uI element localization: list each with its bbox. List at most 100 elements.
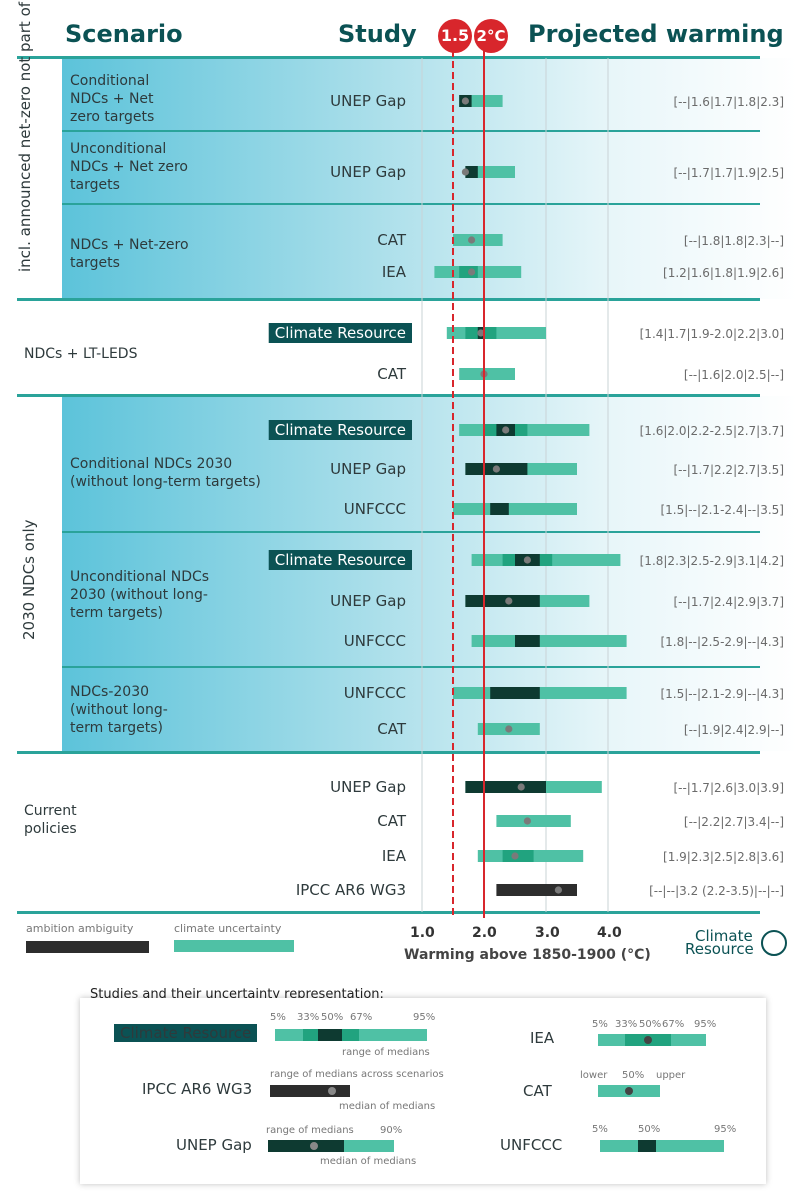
value-label: [--|--|3.2 (2.2-3.5)|--|--] [649, 884, 784, 898]
key-label: 5% [592, 1019, 608, 1030]
separator [17, 911, 760, 914]
scenario-label: NDCs + Net-zero targets [70, 237, 189, 271]
study-label: CAT [377, 720, 407, 738]
uncertainty-bar [496, 815, 571, 827]
median-dot [505, 725, 513, 733]
x-tick-label: 2.0 [472, 925, 497, 941]
study-label-box [268, 550, 412, 570]
uncertainty-bar [453, 503, 577, 515]
study-label-box [268, 420, 412, 440]
key-cr-name: Climate Resource [114, 1024, 258, 1042]
x-axis-label: Warming above 1850-1900 (°C) [404, 947, 651, 963]
scenario-label: Unconditional NDCs + Net zero targets [70, 141, 188, 193]
key-label: 5% [592, 1124, 608, 1135]
x-tick-label: 4.0 [597, 925, 622, 941]
value-label: [--|1.7|1.7|1.9|2.5] [673, 166, 784, 180]
key-unfccc-name: UNFCCC [500, 1136, 563, 1154]
key-label: 67% [662, 1019, 685, 1030]
key-unep-name: UNEP Gap [176, 1136, 252, 1154]
legend-ambiguity-label: ambition ambiguity [26, 922, 134, 935]
median-dot [554, 886, 563, 894]
median-dot [461, 168, 469, 176]
study-label: CAT [377, 231, 407, 249]
key-unep-top: range of medians [266, 1125, 354, 1136]
key-unep-bar-unc [344, 1140, 394, 1152]
badge-1-5: 1.5 [438, 19, 472, 53]
scenario-label: Unconditional NDCs 2030 (without long-te… [70, 569, 210, 621]
study-label: UNEP Gap [330, 92, 406, 110]
warming-chart: UNEP Gap [--|1.6|1.7|1.8|2.3] UNEP Gap [--|… [268, 50, 784, 918]
value-label: [1.2|1.6|1.8|1.9|2.6] [663, 266, 784, 280]
key-cat-p50: 50% [622, 1070, 645, 1081]
logo-circle-icon [761, 930, 787, 956]
value-label: [--|1.7|2.4|2.9|3.7] [673, 595, 784, 609]
median-dot [517, 783, 525, 791]
median-dot [511, 852, 519, 860]
separator [17, 56, 760, 59]
ambiguity-bar [490, 687, 540, 699]
median-dot [461, 97, 469, 105]
study-label: IPCC AR6 WG3 [296, 881, 406, 899]
study-label: Climate Resource [275, 421, 406, 439]
legend-ambiguity-swatch [26, 941, 149, 953]
scenario-label: NDCs-2030 (without long-term targets) [70, 684, 168, 736]
value-label: [--|1.9|2.4|2.9|--] [684, 723, 784, 737]
key-label: 95% [694, 1019, 717, 1030]
separator [17, 751, 760, 754]
logo-line2: Resource [685, 940, 754, 958]
value-label: [--|2.2|2.7|3.4|--] [684, 815, 784, 829]
study-label: UNFCCC [344, 684, 406, 702]
key-unep-p90: 90% [380, 1125, 403, 1136]
value-label: [--|1.7|2.2|2.7|3.5] [673, 463, 784, 477]
key-ipcc-bar [270, 1085, 350, 1097]
median-dot [468, 268, 476, 276]
header-projected-warming: Projected warming [528, 20, 784, 48]
study-label: Climate Resource [275, 551, 406, 569]
value-label: [1.9|2.3|2.5|2.8|3.6] [663, 850, 784, 864]
study-label: IEA [382, 847, 407, 865]
scenario-label: Conditional NDCs + Net zero targets [70, 73, 155, 125]
study-label: CAT [377, 365, 407, 383]
value-label: [1.8|--|2.5-2.9|--|4.3] [660, 635, 784, 649]
key-label: 50% [321, 1012, 344, 1023]
study-label: UNFCCC [344, 500, 406, 518]
study-label: UNEP Gap [330, 460, 406, 478]
key-label: 95% [714, 1124, 737, 1135]
key-ipcc-note: median of medians [339, 1101, 436, 1112]
median-dot [492, 465, 500, 473]
key-unfccc-bar-ambig [638, 1140, 656, 1152]
badge-2c: 2°C [474, 19, 508, 53]
ambiguity-bar [465, 595, 540, 607]
netzero-panel-bg [62, 58, 797, 299]
value-label: [--|1.6|1.7|1.8|2.3] [673, 95, 784, 109]
legend-uncertainty-swatch [174, 940, 294, 952]
x-tick-label: 1.0 [410, 925, 435, 941]
key-unep-median-dot [310, 1142, 318, 1150]
separator [62, 130, 760, 132]
logo-line1: Climate [695, 927, 753, 945]
key-cr-note: range of medians [342, 1047, 430, 1058]
climate-resource-logo: Climate Resource [683, 928, 793, 964]
key-cr-bar-ambig [318, 1029, 342, 1041]
value-label: [1.5|--|2.1-2.9|--|4.3] [660, 687, 784, 701]
value-label: [--|1.7|2.6|3.0|3.9] [673, 781, 784, 795]
separator [62, 531, 760, 533]
x-tick-label: 3.0 [535, 925, 560, 941]
scenario-label: Conditional NDCs 2030 (without long-term… [70, 456, 261, 490]
median-dot [523, 817, 532, 825]
study-label: IEA [382, 263, 407, 281]
study-label: UNEP Gap [330, 778, 406, 796]
key-ipcc-top: range of medians across scenarios [270, 1069, 444, 1080]
ambiguity-bar [465, 781, 546, 793]
ambiguity-bar [496, 884, 577, 896]
key-iea-name: IEA [530, 1029, 555, 1047]
key-unep-bar-ambig [268, 1140, 344, 1152]
value-label: [--|1.6|2.0|2.5|--] [684, 368, 784, 382]
median-dot [523, 556, 532, 564]
key-label: 33% [297, 1012, 320, 1023]
key-ipcc-name: IPCC AR6 WG3 [142, 1080, 253, 1098]
separator [62, 666, 760, 668]
header-scenario: Scenario [65, 20, 183, 48]
study-label: CAT [377, 812, 407, 830]
scenario-label: Current policies [24, 803, 77, 837]
